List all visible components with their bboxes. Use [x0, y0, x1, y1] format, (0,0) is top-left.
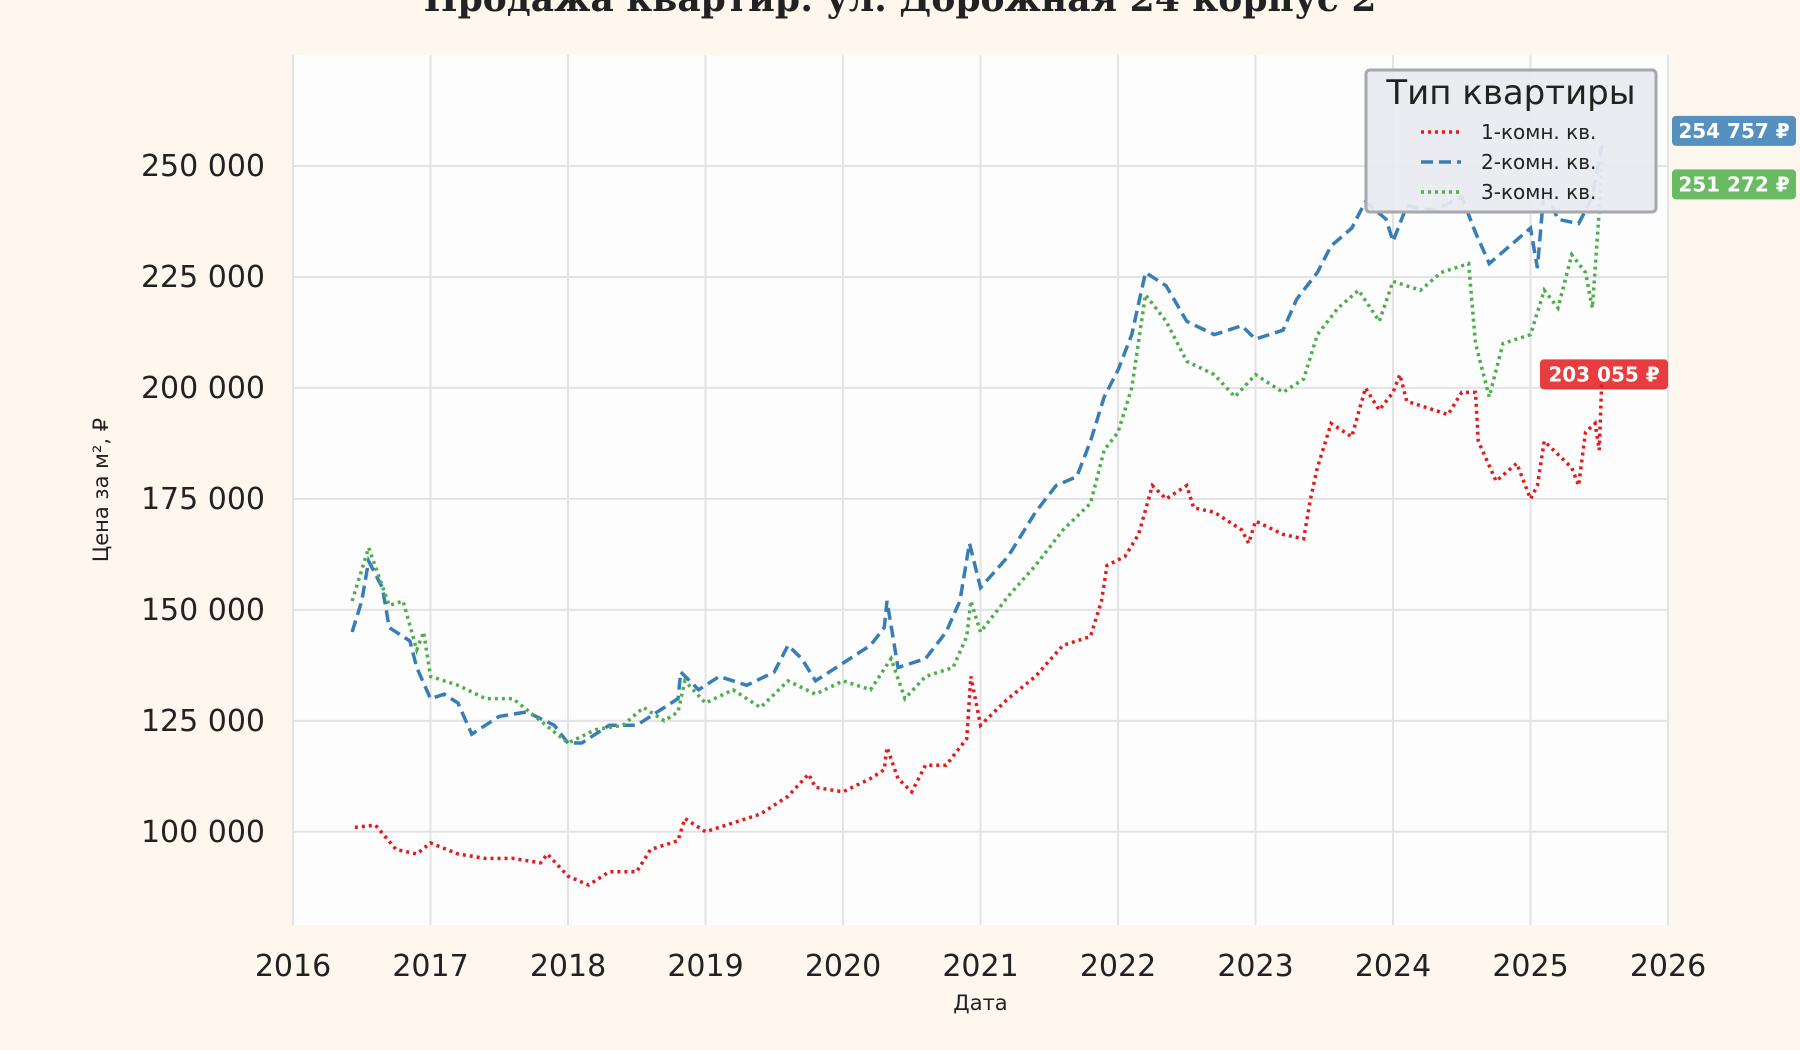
y-tick-label: 175 000: [141, 482, 265, 517]
series-line-3: [350, 160, 1604, 746]
legend-box: [1364, 68, 1658, 214]
y-tick-label: 225 000: [141, 260, 265, 295]
series-line-1: [354, 368, 1604, 888]
x-tick-label: 2025: [1492, 949, 1568, 984]
last-value-badge-2: 254 757 ₽: [1672, 115, 1796, 146]
x-tick-label: 2019: [667, 949, 743, 984]
x-tick-label: 2018: [530, 949, 606, 984]
x-tick-label: 2026: [1630, 949, 1706, 984]
badge-text: 203 055 ₽: [1548, 362, 1659, 386]
y-tick-label: 200 000: [141, 371, 265, 406]
legend-title: Тип квартиры: [1385, 73, 1635, 113]
badge-bg: [1540, 359, 1668, 390]
x-tick-label: 2017: [392, 949, 468, 984]
x-tick-label: 2023: [1217, 949, 1293, 984]
last-value-badge-3: 251 272 ₽: [1672, 169, 1796, 200]
badge-text: 254 757 ₽: [1678, 119, 1789, 143]
legend: Тип квартиры 1-комн. кв. 2-комн. кв. 3-комн…: [1364, 68, 1658, 214]
x-tick-label: 2016: [255, 949, 331, 984]
y-tick-label: 250 000: [141, 149, 265, 184]
badge-text: 251 272 ₽: [1678, 172, 1789, 196]
y-tick-label: 150 000: [141, 593, 265, 628]
x-tick-label: 2021: [942, 949, 1018, 984]
legend-label-1: 1-комн. кв.: [1481, 120, 1596, 144]
y-tick-label: 100 000: [141, 815, 265, 850]
y-tick-label: 125 000: [141, 704, 265, 739]
x-tick-label: 2020: [805, 949, 881, 984]
legend-label-2: 2-комн. кв.: [1481, 150, 1596, 174]
badge-bg: [1672, 169, 1796, 200]
last-value-badge-1: 203 055 ₽: [1540, 359, 1668, 390]
x-axis-label: Дата: [953, 991, 1007, 1015]
x-tick-label: 2024: [1355, 949, 1431, 984]
x-tick-label: 2022: [1080, 949, 1156, 984]
y-axis-label: Цена за м², ₽: [89, 418, 113, 562]
badge-bg: [1672, 115, 1796, 146]
chart-title: Продажа квартир: ул. Дорожная 24 корпус …: [0, 0, 1800, 20]
legend-label-3: 3-комн. кв.: [1481, 180, 1596, 204]
